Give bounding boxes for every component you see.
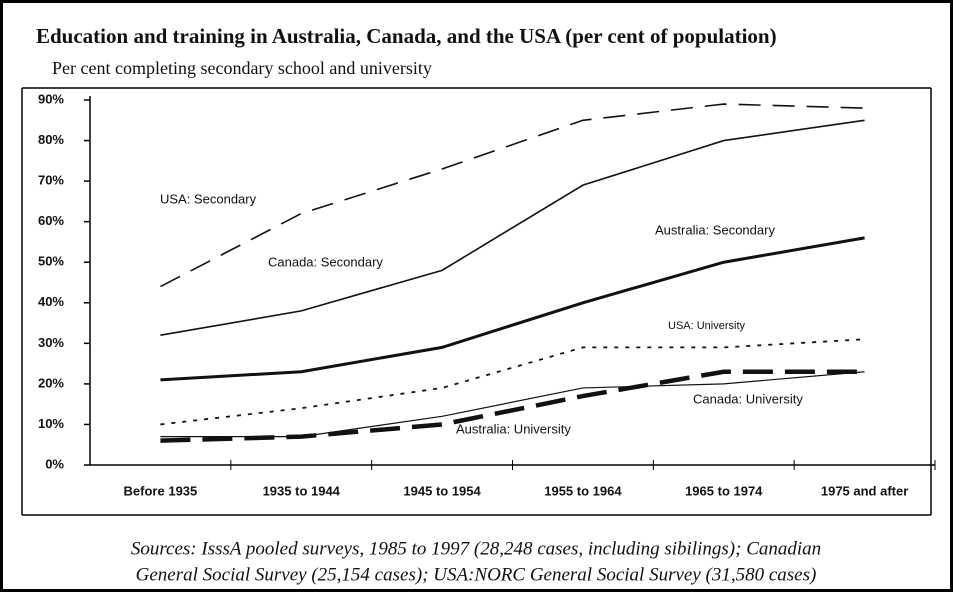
- y-tick-label: 40%: [38, 294, 64, 309]
- series-label: USA: University: [668, 320, 746, 332]
- series-line: [160, 369, 865, 443]
- series-label: Australia: University: [456, 421, 571, 436]
- series-line: [160, 119, 865, 337]
- x-tick-label: 1965 to 1974: [685, 483, 763, 498]
- y-tick-label: 20%: [38, 375, 64, 390]
- series-line: [160, 371, 865, 438]
- x-tick-label: Before 1935: [124, 483, 198, 498]
- series-label: USA: Secondary: [160, 191, 257, 206]
- x-tick-label: 1945 to 1954: [403, 483, 481, 498]
- y-tick-label: 10%: [38, 416, 64, 431]
- x-tick-label: 1935 to 1944: [263, 483, 341, 498]
- y-tick-label: 80%: [38, 132, 64, 147]
- series-line: [160, 338, 865, 426]
- series-line: [160, 236, 865, 382]
- x-tick-label: 1955 to 1964: [544, 483, 622, 498]
- source-note: Sources: IsssA pooled surveys, 1985 to 1…: [131, 538, 821, 559]
- series-line: [160, 103, 865, 288]
- y-tick-label: 0%: [45, 456, 64, 471]
- y-tick-label: 70%: [38, 173, 64, 188]
- y-tick-label: 90%: [38, 91, 64, 106]
- chart-subtitle: Per cent completing secondary school and…: [52, 58, 432, 78]
- series-label: Australia: Secondary: [655, 222, 775, 237]
- series-label: Canada: Secondary: [268, 254, 383, 269]
- y-tick-label: 50%: [38, 254, 64, 269]
- y-tick-label: 60%: [38, 213, 64, 228]
- series-label: Canada: University: [693, 391, 803, 406]
- source-note: General Social Survey (25,154 cases); US…: [136, 564, 817, 585]
- y-tick-label: 30%: [38, 335, 64, 350]
- chart-title: Education and training in Australia, Can…: [36, 24, 777, 48]
- x-tick-label: 1975 and after: [821, 483, 908, 498]
